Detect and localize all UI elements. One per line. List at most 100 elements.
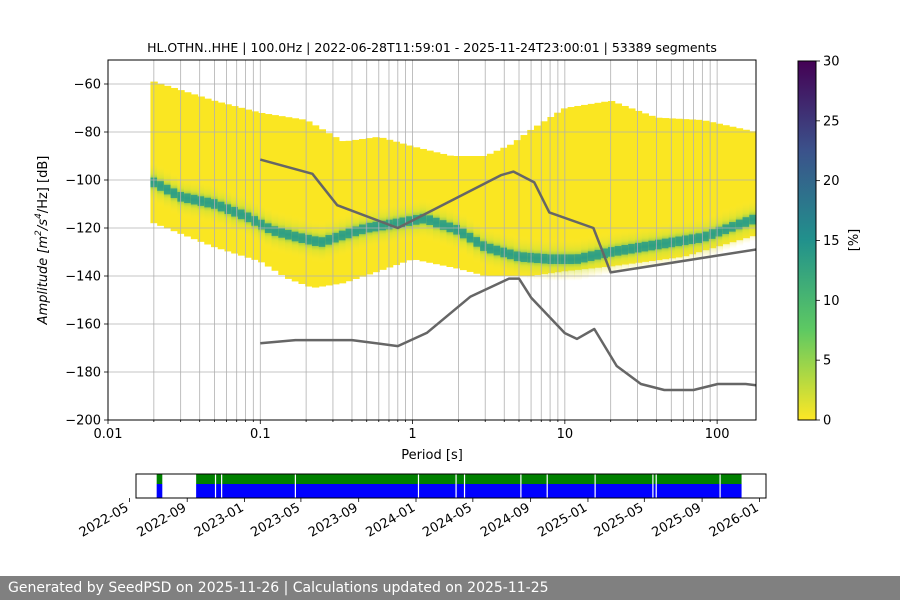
psd-envelope-column bbox=[480, 156, 488, 276]
colorbar-tick-label: 30 bbox=[823, 55, 840, 70]
psd-mode-core bbox=[419, 213, 427, 224]
y-tick-label: −160 bbox=[65, 318, 101, 333]
timeline-bars bbox=[156, 474, 742, 498]
psd-mode-core bbox=[453, 224, 461, 235]
psd-mode-core bbox=[708, 229, 717, 239]
colorbar-tick-label: 0 bbox=[823, 414, 831, 429]
psd-mode-core bbox=[540, 253, 549, 264]
colorbar: 0 5 10 15 20 25 30 [%] bbox=[797, 55, 862, 429]
timeline-gap bbox=[594, 474, 596, 498]
timeline-tick-label: 2022-09 bbox=[135, 500, 190, 540]
psd-mode-core bbox=[204, 197, 212, 208]
psd-mode-core bbox=[614, 246, 623, 256]
x-tick-label: 1 bbox=[408, 427, 416, 442]
timeline-processed-segment bbox=[196, 474, 742, 484]
psd-envelope-column bbox=[278, 116, 286, 275]
psd-envelope-column bbox=[695, 119, 703, 253]
timeline-tick-label: 2024-05 bbox=[420, 500, 475, 540]
psd-mode-core bbox=[634, 242, 643, 253]
psd-mode-core bbox=[184, 193, 192, 204]
timeline-frame bbox=[135, 473, 767, 499]
colorbar-tick-label: 25 bbox=[823, 114, 840, 129]
psd-mode-core bbox=[621, 244, 629, 255]
psd-mode-core bbox=[305, 234, 313, 245]
psd-envelope-column bbox=[641, 113, 649, 262]
y-tick-label: −100 bbox=[65, 174, 101, 189]
y-tick-label: −120 bbox=[65, 222, 101, 237]
psd-mode-core bbox=[688, 234, 697, 245]
timeline-tick-label: 2025-09 bbox=[650, 500, 705, 540]
psd-mode-core bbox=[675, 236, 683, 247]
psd-envelope-column bbox=[338, 141, 347, 284]
psd-envelope-column bbox=[224, 104, 232, 252]
timeline-tick-label: 2026-01 bbox=[707, 500, 762, 540]
psd-mode-core bbox=[426, 215, 434, 225]
psd-mode-core bbox=[251, 216, 259, 226]
psd-envelope-column bbox=[628, 108, 636, 264]
psd-mode-core bbox=[735, 219, 744, 230]
psd-mode-core bbox=[338, 230, 347, 241]
psd-envelope-column bbox=[533, 125, 542, 276]
psd-mode-core bbox=[372, 221, 380, 232]
timeline-gap bbox=[655, 474, 657, 498]
psd-envelope-column bbox=[170, 87, 178, 232]
psd-mode-core bbox=[493, 245, 501, 256]
psd-envelope-column bbox=[688, 119, 697, 255]
chart-title: HL.OTHN..HHE | 100.0Hz | 2022-06-28T11:5… bbox=[147, 40, 717, 55]
psd-envelope-column bbox=[258, 112, 266, 263]
psd-envelope-column bbox=[675, 118, 683, 258]
timeline-gap bbox=[546, 474, 548, 498]
psd-envelope-column bbox=[379, 137, 387, 270]
psd-mode-core bbox=[231, 206, 239, 217]
timeline-tick-label: 2022-05 bbox=[77, 500, 132, 540]
footer: Generated by SeedPSD on 2025-11-26 | Cal… bbox=[0, 576, 900, 600]
y-tick-label: −140 bbox=[65, 270, 101, 285]
psd-mode-core bbox=[513, 251, 522, 262]
psd-envelope-column bbox=[574, 105, 582, 270]
psd-envelope-column bbox=[655, 117, 663, 261]
psd-envelope-column bbox=[749, 131, 756, 237]
y-label-mid: /s bbox=[36, 219, 51, 231]
colorbar-gradient bbox=[797, 60, 817, 421]
colorbar-tick-label: 20 bbox=[823, 174, 840, 189]
y-axis-label: Amplitude [m2/s4/Hz] [dB] bbox=[34, 156, 51, 326]
y-tick-label: −200 bbox=[65, 414, 101, 429]
psd-mode-core bbox=[298, 233, 306, 243]
availability-timeline: 2022-05 2022-09 2023-01 2023-05 2023-09 2024-… bbox=[77, 473, 767, 541]
timeline-gap bbox=[221, 474, 223, 498]
timeline-tick-label: 2025-01 bbox=[535, 500, 590, 540]
psd-mode-core bbox=[749, 214, 756, 225]
psd-mode-core bbox=[412, 215, 421, 225]
psd-envelope-column bbox=[204, 98, 212, 245]
psd-mode-core bbox=[587, 251, 596, 261]
psd-mode-core bbox=[594, 249, 602, 260]
psd-envelope-column bbox=[722, 125, 730, 245]
y-label-sup2: 4 bbox=[34, 213, 44, 219]
psd-mode-core bbox=[446, 222, 454, 233]
timeline-tick-label: 2025-05 bbox=[592, 500, 647, 540]
psd-envelope-column bbox=[614, 103, 623, 266]
x-axis-label: Period [s] bbox=[401, 448, 463, 463]
timeline-tick-label: 2023-05 bbox=[248, 500, 303, 540]
psd-mode-core bbox=[601, 248, 609, 259]
psd-mode-core bbox=[729, 222, 737, 232]
timeline-tick-label: 2023-01 bbox=[192, 500, 247, 540]
y-label-sup1: 2 bbox=[34, 230, 44, 236]
psd-envelope-column bbox=[729, 126, 737, 243]
psd-envelope-column bbox=[520, 135, 528, 276]
y-axis-ticks: −200 −180 −160 −140 −120 −100 −80 −60 bbox=[65, 78, 108, 429]
x-tick-label: 0.1 bbox=[250, 427, 271, 442]
y-label-end: /Hz] [dB] bbox=[36, 156, 51, 214]
psd-mode-core bbox=[332, 232, 340, 243]
psd-mode-core bbox=[157, 181, 165, 191]
psd-mode-core bbox=[244, 212, 252, 223]
psd-envelope-column bbox=[668, 118, 676, 259]
psd-mode-core bbox=[722, 224, 730, 235]
psd-envelope-column bbox=[325, 133, 333, 286]
psd-envelope-column bbox=[217, 102, 226, 250]
psd-mode-core bbox=[439, 220, 448, 230]
timeline-available-segment bbox=[196, 484, 742, 498]
psd-mode-core bbox=[311, 236, 320, 246]
nlnm-line bbox=[260, 277, 756, 392]
timeline-available-segment bbox=[156, 484, 163, 498]
